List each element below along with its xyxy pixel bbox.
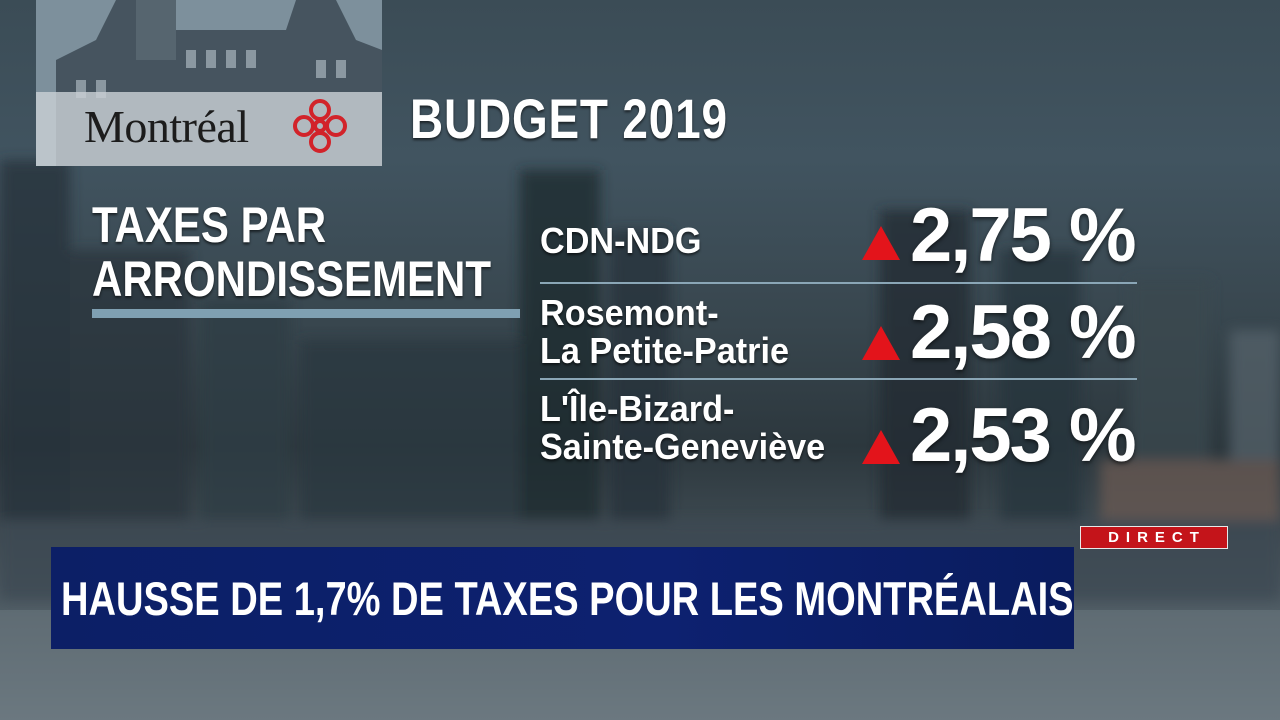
section-heading-line1: TAXES PAR: [92, 197, 327, 253]
news-ticker: HAUSSE DE 1,7% DE TAXES POUR LES MONTRÉA…: [51, 547, 1074, 649]
montreal-wordmark: Montréal: [84, 101, 249, 152]
borough-name-line2: Sainte-Geneviève: [540, 426, 826, 467]
tax-change-value: 2,53 %: [910, 393, 1137, 478]
row-divider: [540, 282, 1137, 284]
ticker-headline: HAUSSE DE 1,7% DE TAXES POUR LES MONTRÉA…: [61, 572, 1074, 625]
borough-name-line1: L'Île-Bizard-: [540, 388, 735, 429]
borough-name: Rosemont- La Petite-Patrie: [540, 294, 789, 370]
montreal-rosette-icon: [293, 99, 347, 153]
heading-underline: [92, 309, 520, 318]
up-arrow-icon: [862, 326, 900, 360]
section-heading-line2: ARRONDISSEMENT: [92, 251, 492, 307]
city-hall-image: [36, 0, 382, 166]
tax-change-value: 2,75 %: [910, 193, 1137, 278]
borough-name-line1: Rosemont-: [540, 292, 719, 333]
borough-row-ile-bizard: L'Île-Bizard- Sainte-Geneviève 2,53 %: [540, 390, 1140, 479]
borough-name-line1: CDN-NDG: [540, 220, 702, 261]
up-arrow-icon: [862, 430, 900, 464]
live-badge: DIRECT: [1080, 526, 1228, 549]
tax-change-value: 2,58 %: [910, 290, 1137, 375]
borough-name-line2: La Petite-Patrie: [540, 330, 789, 371]
montreal-logo-panel: Montréal: [36, 0, 382, 166]
section-heading: TAXES PAR ARRONDISSEMENT: [92, 197, 492, 307]
page-title: BUDGET 2019: [410, 87, 728, 150]
borough-row-rosemont: Rosemont- La Petite-Patrie 2,58 %: [540, 290, 1140, 375]
row-divider: [540, 378, 1137, 380]
borough-name: L'Île-Bizard- Sainte-Geneviève: [540, 390, 825, 466]
borough-name: CDN-NDG: [540, 222, 701, 260]
up-arrow-icon: [862, 226, 900, 260]
borough-row-cdn-ndg: CDN-NDG 2,75 %: [540, 193, 1140, 278]
